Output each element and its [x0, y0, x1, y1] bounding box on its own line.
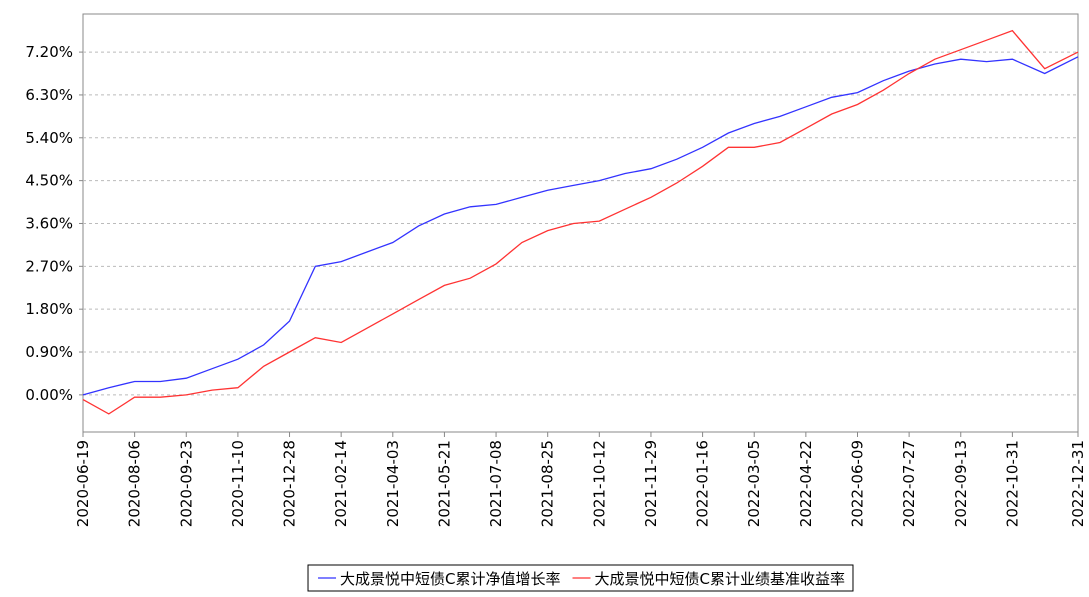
y-tick-label: 4.50%: [25, 172, 73, 190]
x-tick-label: 2020-12-28: [281, 440, 299, 527]
x-tick-label: 2021-11-29: [642, 440, 660, 527]
x-tick-label: 2021-04-03: [384, 440, 402, 527]
y-tick-label: 0.00%: [25, 386, 73, 404]
x-tick-label: 2022-06-09: [848, 440, 866, 527]
y-tick-label: 0.90%: [25, 343, 73, 361]
legend-label: 大成景悦中短债C累计净值增长率: [340, 570, 560, 588]
y-tick-label: 6.30%: [25, 86, 73, 104]
x-tick-label: 2022-03-05: [745, 440, 763, 527]
y-tick-label: 7.20%: [25, 43, 73, 61]
y-tick-label: 5.40%: [25, 129, 73, 147]
series-line: [82, 29, 1079, 415]
series-line: [82, 56, 1079, 396]
y-tick-label: 3.60%: [25, 214, 73, 232]
x-tick-label: 2022-10-31: [1003, 440, 1021, 527]
x-tick-label: 2020-09-23: [177, 440, 195, 527]
x-tick-label: 2022-04-22: [797, 440, 815, 527]
legend-label: 大成景悦中短债C累计业绩基准收益率: [595, 570, 845, 588]
x-tick-label: 2020-08-06: [126, 440, 144, 527]
x-tick-label: 2020-11-10: [229, 440, 247, 527]
x-tick-label: 2022-01-16: [694, 440, 712, 527]
x-tick-label: 2022-09-13: [952, 440, 970, 527]
x-tick-label: 2020-06-19: [74, 440, 92, 527]
y-tick-label: 1.80%: [25, 300, 73, 318]
y-tick-label: 2.70%: [25, 257, 73, 275]
x-tick-label: 2021-08-25: [539, 440, 557, 527]
legend: 大成景悦中短债C累计净值增长率 大成景悦中短债C累计业绩基准收益率: [307, 564, 854, 592]
x-tick-label: 2022-12-31: [1069, 440, 1087, 527]
x-tick-label: 2022-07-27: [900, 440, 918, 527]
x-tick-label: 2021-07-08: [487, 440, 505, 527]
x-tick-label: 2021-10-12: [590, 440, 608, 527]
x-tick-label: 2021-02-14: [332, 440, 350, 527]
x-tick-label: 2021-05-21: [435, 440, 453, 527]
